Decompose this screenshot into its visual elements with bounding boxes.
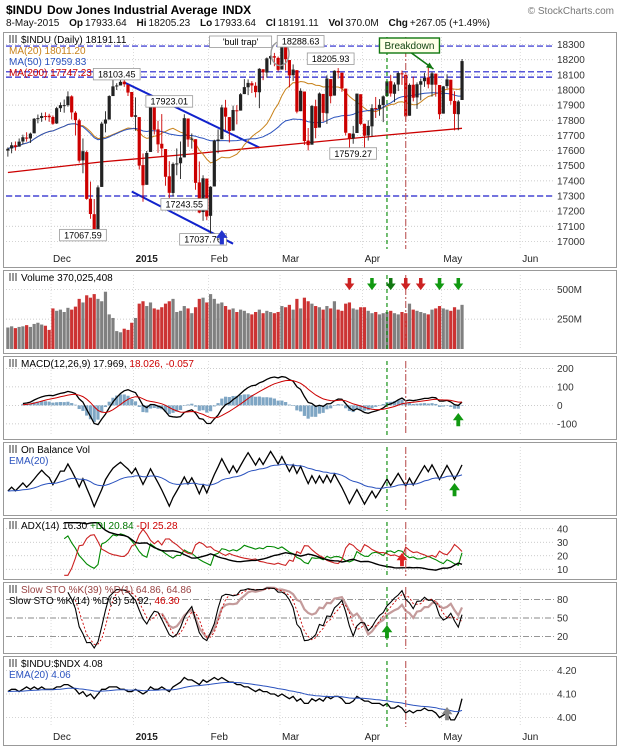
volume-value: 370.0M bbox=[345, 18, 379, 29]
copyright: © StockCharts.com bbox=[527, 6, 614, 17]
svg-text:May: May bbox=[443, 254, 462, 265]
svg-text:-100: -100 bbox=[557, 419, 577, 430]
open-value: 17933.64 bbox=[85, 18, 127, 29]
svg-text:17600: 17600 bbox=[557, 146, 585, 157]
svg-text:2015: 2015 bbox=[136, 732, 159, 743]
svg-text:4.20: 4.20 bbox=[557, 666, 577, 677]
svg-text:18200: 18200 bbox=[557, 55, 585, 66]
svg-text:Dec: Dec bbox=[53, 254, 71, 265]
volume-panel: Volume 370,025,408 500M 250M bbox=[3, 270, 617, 354]
volume-chart: 500M 250M bbox=[6, 275, 582, 349]
ratio-panel: $INDU:$NDX 4.08 EMA(20) 4.06 4.20 4.10 4.0… bbox=[3, 656, 617, 746]
svg-text:500M: 500M bbox=[557, 285, 582, 296]
svg-text:Jun: Jun bbox=[522, 254, 538, 265]
symbol: $INDU bbox=[6, 3, 43, 17]
svg-text:17200: 17200 bbox=[557, 207, 585, 218]
chart-header: $INDU Dow Jones Industrial Average INDX … bbox=[0, 0, 620, 30]
svg-text:'bull trap': 'bull trap' bbox=[223, 37, 259, 47]
symbol-name: Dow Jones Industrial Average bbox=[47, 3, 218, 17]
low-label: Lo bbox=[200, 18, 213, 29]
svg-text:Jun: Jun bbox=[522, 732, 538, 743]
quote-date: 8-May-2015 bbox=[6, 18, 60, 29]
volume-label: Vol bbox=[328, 18, 344, 29]
svg-text:Dec: Dec bbox=[53, 732, 71, 743]
adx-panel: ADX(14) 16.30 +DI 20.84 -DI 25.28 40 30 20… bbox=[3, 518, 617, 580]
svg-text:Apr: Apr bbox=[365, 254, 381, 265]
svg-text:0: 0 bbox=[557, 401, 563, 412]
svg-text:18100: 18100 bbox=[557, 70, 585, 81]
svg-text:Feb: Feb bbox=[211, 732, 229, 743]
svg-text:200: 200 bbox=[557, 364, 574, 375]
svg-text:17800: 17800 bbox=[557, 116, 585, 127]
stochastics-chart: 80 50 20 bbox=[6, 586, 569, 650]
svg-text:100: 100 bbox=[557, 382, 574, 393]
svg-text:Apr: Apr bbox=[365, 732, 381, 743]
svg-text:40: 40 bbox=[557, 524, 569, 535]
svg-text:17579.27: 17579.27 bbox=[334, 149, 372, 159]
open-label: Op bbox=[69, 18, 84, 29]
svg-text:17900: 17900 bbox=[557, 101, 585, 112]
low-value: 17933.64 bbox=[214, 18, 256, 29]
svg-text:17067.59: 17067.59 bbox=[64, 230, 102, 240]
svg-text:Mar: Mar bbox=[282, 732, 300, 743]
svg-text:18300: 18300 bbox=[557, 40, 585, 51]
svg-text:30: 30 bbox=[557, 538, 569, 549]
svg-text:20: 20 bbox=[557, 632, 569, 643]
high-label: Hi bbox=[136, 18, 147, 29]
close-value: 18191.11 bbox=[277, 18, 319, 29]
svg-text:2015: 2015 bbox=[136, 254, 159, 265]
close-label: Cl bbox=[265, 18, 276, 29]
ratio-chart: 4.20 4.10 4.00 Dec 2015 Feb Mar Apr May Jun bbox=[6, 661, 577, 743]
svg-text:20: 20 bbox=[557, 551, 569, 562]
svg-text:17243.55: 17243.55 bbox=[166, 200, 204, 210]
svg-text:18288.63: 18288.63 bbox=[282, 37, 320, 47]
obv-panel: On Balance Vol EMA(20) bbox=[3, 442, 617, 516]
svg-text:May: May bbox=[443, 732, 462, 743]
svg-text:17923.01: 17923.01 bbox=[151, 97, 189, 107]
svg-text:4.10: 4.10 bbox=[557, 690, 577, 701]
obv-chart bbox=[7, 447, 521, 511]
svg-text:17500: 17500 bbox=[557, 161, 585, 172]
svg-text:18103.45: 18103.45 bbox=[98, 69, 136, 79]
exchange: INDX bbox=[222, 3, 252, 17]
svg-text:10: 10 bbox=[557, 565, 569, 576]
high-value: 18205.23 bbox=[148, 18, 191, 29]
quote-row: 8-May-2015 Op 17933.64 Hi 18205.23 Lo 17933… bbox=[6, 18, 614, 29]
change-label: Chg bbox=[388, 18, 408, 29]
svg-text:250M: 250M bbox=[557, 315, 582, 326]
macd-panel: MACD(12,26,9) 17.969, 18.026, -0.057 200… bbox=[3, 356, 617, 440]
svg-text:17000: 17000 bbox=[557, 237, 585, 248]
svg-text:17100: 17100 bbox=[557, 222, 585, 233]
svg-text:80: 80 bbox=[557, 595, 569, 606]
adx-chart: 40 30 20 10 bbox=[6, 522, 569, 576]
price-panel: $INDU (Daily) 18191.11 MA(20) 18011.20 M… bbox=[3, 32, 617, 268]
change-value: +267.05 (+1.49%) bbox=[409, 18, 490, 29]
svg-text:18205.93: 18205.93 bbox=[312, 54, 350, 64]
title-row: $INDU Dow Jones Industrial Average INDX … bbox=[6, 3, 614, 17]
svg-text:Breakdown: Breakdown bbox=[384, 41, 434, 52]
price-chart: 17000 17100 17200 17300 17400 17500 17600 17700… bbox=[6, 35, 585, 265]
svg-text:4.00: 4.00 bbox=[557, 713, 577, 724]
macd-chart: 200 100 0 -100 bbox=[6, 361, 577, 435]
svg-text:Feb: Feb bbox=[211, 254, 229, 265]
svg-text:17300: 17300 bbox=[557, 192, 585, 203]
svg-text:17700: 17700 bbox=[557, 131, 585, 142]
svg-text:Mar: Mar bbox=[282, 254, 300, 265]
stochastics-panel: Slow STO %K(39) %D(1) 64.86, 64.86 Slow … bbox=[3, 582, 617, 654]
svg-text:17400: 17400 bbox=[557, 176, 585, 187]
svg-text:18000: 18000 bbox=[557, 86, 585, 97]
svg-text:17037.76: 17037.76 bbox=[184, 235, 222, 245]
svg-text:50: 50 bbox=[557, 614, 569, 625]
